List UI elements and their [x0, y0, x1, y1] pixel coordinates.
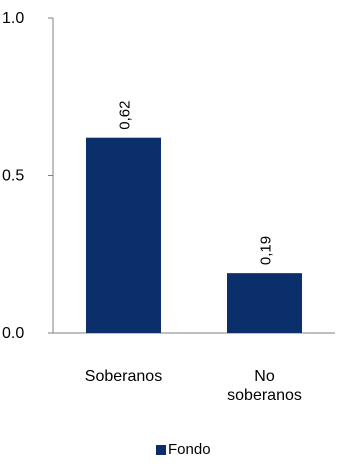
bar-soberanos [86, 137, 161, 333]
y-tick-label: 0.5 [2, 168, 24, 185]
legend-swatch [156, 445, 166, 455]
bar-no-soberanos [227, 273, 302, 333]
y-tick-label: 0.0 [2, 325, 24, 342]
x-tick-label: No soberanos [227, 368, 302, 404]
bars: 0,62 0,19 [86, 100, 302, 333]
legend: Fondo [156, 441, 211, 458]
data-label: 0,19 [258, 236, 275, 265]
legend-label-fondo: Fondo [168, 441, 211, 458]
data-label: 0,62 [117, 100, 134, 129]
x-tick-label: Soberanos [85, 368, 162, 385]
x-axis-labels: Soberanos No soberanos [85, 368, 302, 404]
y-tick-label: 1.0 [2, 10, 24, 27]
